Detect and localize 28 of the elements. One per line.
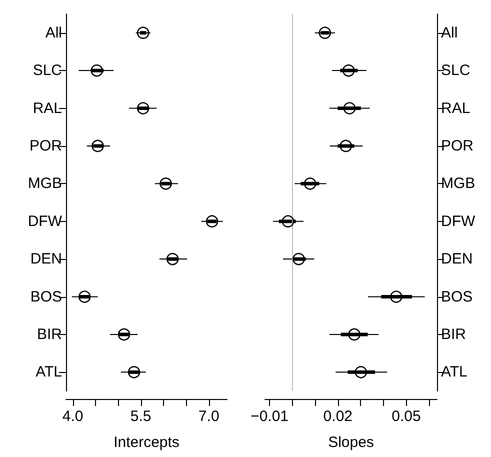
y-tick-label: DFW: [441, 212, 476, 230]
x-tick-label: 5.5: [130, 408, 152, 425]
y-tick-label: All: [441, 24, 458, 42]
y-tick-label: ATL: [36, 364, 62, 381]
y-tick-label: SLC: [441, 62, 470, 80]
y-tick-label: BOS: [441, 288, 473, 306]
y-tick-label: BIR: [36, 326, 62, 343]
x-tick-label: 0.02: [323, 408, 352, 425]
y-tick-label: DEN: [441, 250, 473, 268]
x-tick-label: −0.01: [250, 408, 289, 425]
x-axis-title: Slopes: [328, 434, 374, 451]
x-tick-label: 4.0: [62, 408, 84, 425]
y-tick-label: POR: [29, 137, 62, 154]
y-tick-label: SLC: [32, 62, 62, 80]
x-tick-label: 7.0: [198, 408, 220, 425]
y-tick-label: DEN: [30, 250, 62, 268]
y-tick-label: MGB: [441, 175, 476, 192]
x-axis-title: Intercepts: [114, 434, 180, 451]
y-tick-label: BOS: [30, 288, 62, 306]
y-tick-label: BIR: [441, 326, 466, 343]
y-tick-label: RAL: [441, 100, 470, 117]
y-tick-label: ATL: [441, 364, 468, 381]
y-tick-label: MGB: [28, 175, 62, 192]
y-tick-label: DFW: [28, 212, 63, 230]
y-tick-label: POR: [441, 137, 474, 154]
y-tick-label: RAL: [32, 100, 62, 117]
y-tick-label: All: [45, 24, 62, 42]
x-tick-label: 0.05: [392, 408, 421, 425]
